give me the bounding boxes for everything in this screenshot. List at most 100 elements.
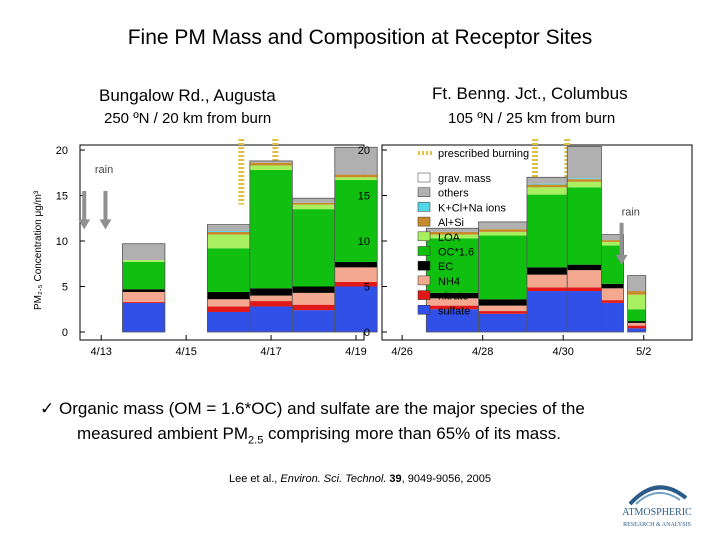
citation-authors: Lee et al., <box>229 473 281 485</box>
bar-segment-nitrate <box>426 305 479 310</box>
bar-segment-LOA <box>122 260 165 262</box>
bar-segment-NH4 <box>567 270 602 288</box>
logo-line-1: ATMOSPHERIC <box>622 507 692 518</box>
bar-segment-LOA <box>627 294 646 310</box>
bar-segment-LOA <box>334 177 378 181</box>
legend-label-EC: EC <box>438 261 453 273</box>
legend-label-sulfate: sulfate <box>438 305 470 317</box>
legend-swatch-OC <box>417 246 431 256</box>
bar-segment-NH4 <box>478 305 527 312</box>
bar-segment-KClNa <box>207 230 250 232</box>
bar-segment-OC <box>567 187 602 265</box>
y-tick-label-0: 20 <box>56 145 68 157</box>
x-tick-label-0: 4/19 <box>345 346 366 358</box>
legend-label-OC: OC*1.6 <box>438 247 474 259</box>
bar-segment-sulfate <box>426 309 479 332</box>
bar-segment-EC <box>334 261 378 268</box>
bar-segment-sulfate <box>627 328 646 332</box>
y-tick-label-0: 10 <box>56 236 68 248</box>
rain-annotation: rain <box>622 207 640 219</box>
bar-segment-OC <box>207 248 250 292</box>
bar-segment-NH4 <box>627 322 646 326</box>
x-tick-label-0: 4/15 <box>175 346 196 358</box>
bar-segment-EC <box>207 291 250 300</box>
site-name-augusta: Bungalow Rd., Augusta <box>99 86 276 105</box>
citation-volume: 39 <box>386 473 402 485</box>
bar-segment-sulfate <box>249 306 293 332</box>
bar-segment-EC <box>627 321 646 323</box>
y-tick-label-1: 5 <box>364 282 370 294</box>
legend-swatch-AlSi <box>417 216 431 227</box>
bar-segment-AlSi <box>567 179 602 182</box>
bar-segment-nitrate <box>249 301 293 307</box>
bar-segment-sulfate <box>207 311 250 332</box>
rain-annotation: rain <box>95 164 113 176</box>
bar-segment-others <box>207 224 250 231</box>
bar-segment-EC <box>122 289 165 292</box>
legend-label-KClNa: K+Cl+Na ions <box>438 202 506 214</box>
y-tick-label-1: 20 <box>358 145 370 157</box>
bar-segment-OC <box>249 170 293 289</box>
legend-swatch-EC <box>417 260 431 271</box>
bar-segment-AlSi <box>526 184 568 188</box>
bar-segment-sulfate <box>478 313 527 332</box>
x-tick-label-0: 4/17 <box>260 346 281 358</box>
site-name-columbus: Ft. Benng. Jct., Columbus <box>432 84 628 103</box>
bar-segment-KClNa <box>526 183 568 185</box>
bar-segment-sulfate <box>526 291 568 332</box>
legend-swatch-NH4 <box>417 275 431 286</box>
x-tick-label-1: 4/28 <box>472 346 493 358</box>
legend-swatch-LOA <box>417 231 431 242</box>
rain-arrow-head-icon <box>78 219 91 230</box>
bar-segment-others <box>334 147 378 175</box>
citation-pages: , 9049-9056, 2005 <box>401 473 491 485</box>
bar-segment-nitrate <box>526 287 568 292</box>
bar-segment-NH4 <box>426 298 479 306</box>
legend-swatch-others <box>417 187 431 197</box>
bar-segment-EC <box>292 286 335 293</box>
bar-segment-LOA <box>292 204 335 210</box>
page-title: Fine PM Mass and Composition at Receptor… <box>127 26 593 49</box>
bar-segment-OC <box>526 194 568 268</box>
legend-swatch-nitrate <box>417 290 431 300</box>
legend-swatch-sulfate <box>417 305 431 315</box>
y-tick-label-1: 0 <box>364 327 370 339</box>
legend-burning-label: prescribed burning <box>438 148 529 160</box>
y-tick-label-0: 15 <box>56 191 68 203</box>
bar-segment-nitrate <box>567 287 602 292</box>
bar-outline <box>627 275 647 333</box>
bar-segment-others <box>567 146 602 179</box>
bar-segment-sulfate <box>292 310 335 332</box>
bar-segment-others <box>526 177 568 184</box>
bullet-line-2-sub: 2.5 <box>248 434 264 447</box>
site-distance-augusta: 250 ºN / 20 km from burn <box>104 110 272 127</box>
bar-segment-EC <box>567 264 602 271</box>
bar-segment-nitrate <box>478 311 527 314</box>
bar-segment-nitrate <box>292 304 335 311</box>
bar-segment-EC <box>426 292 479 299</box>
bar-segment-EC <box>249 288 293 296</box>
citation: Lee et al., Environ. Sci. Technol. 39, 9… <box>0 473 720 485</box>
bar-segment-nitrate <box>334 281 378 287</box>
bar-segment-AlSi <box>249 162 293 166</box>
site-distance-columbus: 105 ºN / 25 km from burn <box>448 110 616 127</box>
legend-label-nitrate: nitrate <box>438 291 469 303</box>
x-tick-label-1: 5/2 <box>636 346 651 358</box>
bar-segment-OC <box>426 238 479 293</box>
logo-arc-icon: ATMOSPHERIC RESEARCH & ANALYSIS <box>622 485 692 528</box>
x-tick-label-1: 4/30 <box>552 346 573 358</box>
bar-segment-AlSi <box>478 229 527 232</box>
y-tick-label-0: 0 <box>62 327 68 339</box>
bar-segment-LOA <box>207 234 250 249</box>
bar-segment-OC <box>122 261 165 290</box>
bar-segment-EC <box>601 283 624 289</box>
bar-segment-sulfate <box>601 302 624 332</box>
logo-line-2: RESEARCH & ANALYSIS <box>623 522 691 528</box>
bar-segment-AlSi <box>334 174 378 178</box>
citation-journal: Environ. Sci. Technol. <box>280 473 387 485</box>
y-axis-label: PM₂.₅ Concentration μg/m³ <box>33 190 44 310</box>
bar-segment-OC <box>292 209 335 287</box>
bar-segment-others <box>601 234 624 241</box>
bar-segment-OC <box>627 309 646 322</box>
y-tick-label-1: 10 <box>358 236 370 248</box>
